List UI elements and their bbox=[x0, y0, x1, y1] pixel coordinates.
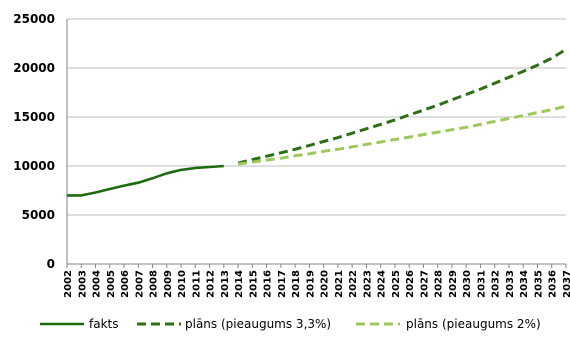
x-tick-label: 2021 bbox=[334, 270, 345, 298]
series-line-3 bbox=[237, 104, 567, 166]
x-tick-label: 2011 bbox=[191, 270, 202, 298]
x-tick-label: 2002 bbox=[63, 270, 74, 298]
series-line-2 bbox=[237, 48, 567, 165]
x-tick-label: 2016 bbox=[263, 270, 274, 298]
y-tick-label: 25000 bbox=[13, 12, 55, 26]
series-lines bbox=[67, 48, 567, 197]
x-tick-label: 2032 bbox=[491, 270, 502, 298]
x-tick-label: 2018 bbox=[291, 270, 302, 298]
x-tick-label: 2028 bbox=[434, 270, 445, 298]
x-tick-label: 2008 bbox=[149, 270, 160, 298]
legend-label-1: fakts bbox=[89, 317, 118, 331]
series-line-1 bbox=[67, 164, 224, 197]
legend-label-2: plāns (pieaugums 3,3%) bbox=[185, 317, 331, 331]
x-tick-label: 2005 bbox=[106, 270, 117, 298]
y-axis-ticks: 0 5000 10000 15000 20000 25000 bbox=[13, 12, 55, 271]
x-tick-label: 2035 bbox=[533, 270, 544, 298]
y-tick-label: 5000 bbox=[22, 208, 55, 222]
x-tick-label: 2030 bbox=[462, 270, 473, 298]
x-tick-label: 2013 bbox=[220, 270, 231, 298]
x-tick-label: 2003 bbox=[77, 270, 88, 298]
legend: fakts plāns (pieaugums 3,3%) plāns (pieaug… bbox=[40, 317, 541, 331]
x-tick-label: 2022 bbox=[348, 270, 359, 298]
x-tick-label: 2010 bbox=[177, 270, 188, 298]
x-tick-label: 2015 bbox=[248, 270, 259, 298]
legend-label-3: plāns (pieaugums 2%) bbox=[406, 317, 541, 331]
x-tick-label: 2037 bbox=[562, 270, 570, 298]
x-tick-label: 2025 bbox=[391, 270, 402, 298]
x-tick-label: 2017 bbox=[277, 270, 288, 298]
y-tick-label: 20000 bbox=[13, 61, 55, 75]
x-tick-label: 2036 bbox=[548, 270, 559, 298]
x-tick-label: 2004 bbox=[92, 270, 103, 298]
x-tick-label: 2012 bbox=[206, 270, 217, 298]
y-tick-label: 0 bbox=[47, 257, 55, 271]
y-tick-label: 15000 bbox=[13, 110, 55, 124]
axes bbox=[66, 19, 567, 268]
x-tick-label: 2014 bbox=[234, 270, 245, 298]
x-tick-label: 2034 bbox=[519, 270, 530, 298]
x-tick-label: 2019 bbox=[305, 270, 316, 298]
x-tick-label: 2020 bbox=[320, 270, 331, 298]
x-tick-label: 2007 bbox=[134, 270, 145, 298]
x-tick-label: 2006 bbox=[120, 270, 131, 298]
x-axis-ticks: 2002 2003 2004 2005 2006 2007 2008 2009 2010 2011… bbox=[63, 270, 570, 298]
x-tick-label: 2031 bbox=[476, 270, 487, 298]
y-tick-label: 10000 bbox=[13, 159, 55, 173]
x-tick-label: 2026 bbox=[405, 270, 416, 298]
x-tick-label: 2027 bbox=[419, 270, 430, 298]
gridlines bbox=[67, 18, 566, 216]
x-tick-label: 2023 bbox=[362, 270, 373, 298]
x-tick-label: 2024 bbox=[377, 270, 388, 298]
x-tick-label: 2033 bbox=[505, 270, 516, 298]
x-tick-label: 2029 bbox=[448, 270, 459, 298]
x-tick-label: 2009 bbox=[163, 270, 174, 298]
